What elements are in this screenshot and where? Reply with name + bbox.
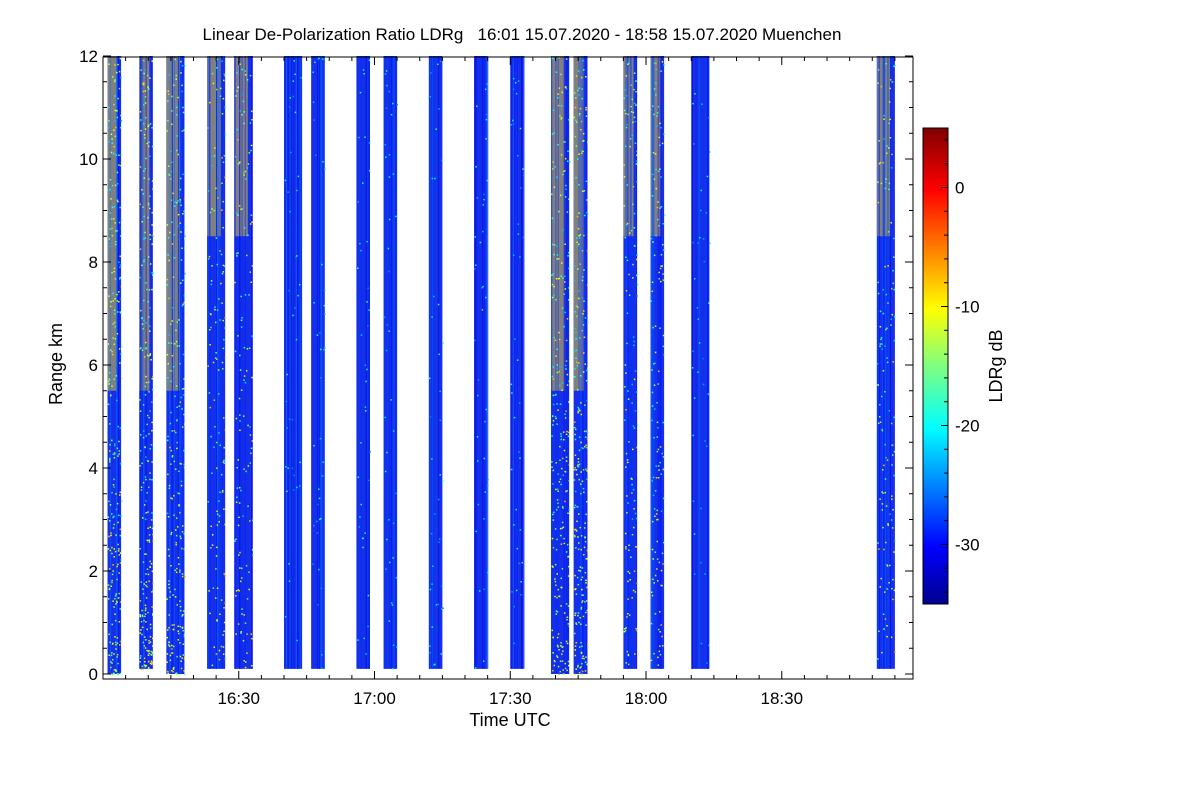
measurement-block (474, 56, 489, 669)
y-tick-label: 8 (89, 253, 98, 272)
measurement-block (311, 56, 327, 670)
measurement-block (573, 56, 589, 676)
measurement-block (166, 56, 186, 676)
colorbar-ticks: 0 -10 -20 -30 (941, 139, 980, 593)
measurement-block (550, 56, 571, 676)
measurement-block (383, 56, 398, 670)
measurement-block (691, 56, 711, 669)
measurement-block (510, 56, 525, 669)
measurement-block (139, 56, 155, 671)
y-tick-label: 0 (89, 665, 98, 684)
y-axis-label: Range km (46, 323, 66, 405)
y-axis: 0 2 4 6 8 10 12 (79, 47, 913, 684)
y-tick-label: 12 (79, 47, 98, 66)
y-tick-label: 6 (89, 356, 98, 375)
measurement-block (107, 56, 123, 676)
x-tick-label: 18:30 (760, 689, 803, 708)
chart-title: Linear De-Polarization Ratio LDRg 16:01 … (203, 25, 842, 44)
measurement-blocks (107, 56, 896, 676)
y-tick-label: 10 (79, 150, 98, 169)
x-tick-label: 18:00 (625, 689, 668, 708)
measurement-block (650, 56, 666, 669)
measurement-block (234, 56, 254, 669)
colorbar-tick-label: -30 (955, 536, 980, 555)
x-axis: 16:30 17:00 17:30 18:00 18:30 (125, 57, 896, 708)
y-tick-label: 2 (89, 562, 98, 581)
x-axis-label: Time UTC (469, 710, 550, 730)
colorbar-tick-label: -20 (955, 417, 980, 436)
plot-frame (102, 56, 914, 680)
colorbar-label: LDRg dB (986, 329, 1006, 402)
measurement-block (623, 56, 639, 669)
x-tick-label: 17:30 (489, 689, 532, 708)
colorbar-tick-label: -10 (955, 298, 980, 317)
x-tick-label: 16:30 (217, 689, 260, 708)
colorbar-tick-label: 0 (955, 179, 964, 198)
y-tick-label: 4 (89, 459, 98, 478)
measurement-block (356, 56, 371, 669)
measurement-block (207, 56, 227, 669)
colorbar (922, 127, 949, 605)
x-tick-label: 17:00 (353, 689, 396, 708)
measurement-block (284, 56, 303, 669)
measurement-block (876, 56, 896, 669)
measurement-block (428, 56, 444, 669)
